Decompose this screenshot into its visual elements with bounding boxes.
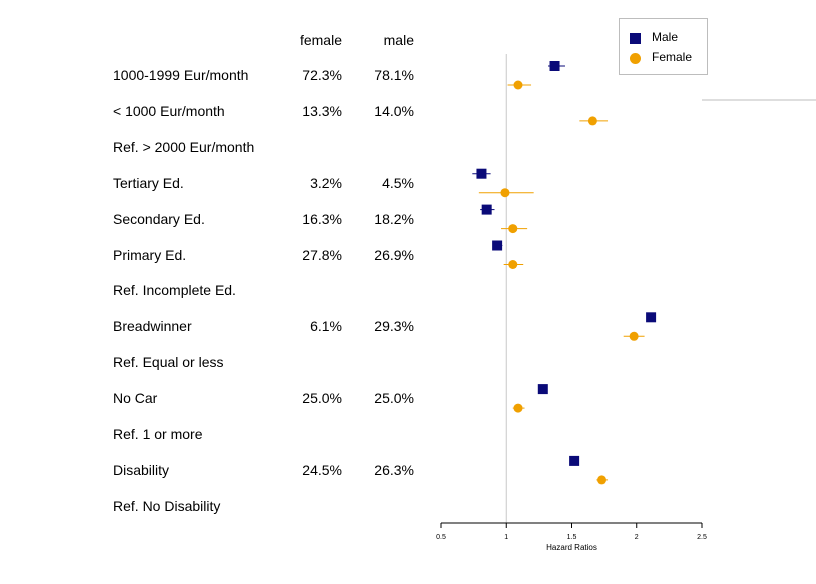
row-label: Ref. Equal or less xyxy=(113,354,224,370)
female-point xyxy=(513,403,523,413)
female-percent: 3.2% xyxy=(310,175,342,191)
female-percent: 16.3% xyxy=(302,211,342,227)
female-percent: 6.1% xyxy=(310,318,342,334)
row-label: Breadwinner xyxy=(113,318,192,334)
male-percent: 18.2% xyxy=(374,211,414,227)
x-tick-label: 2.5 xyxy=(697,534,707,541)
legend-label-male: Male xyxy=(652,30,679,44)
x-tick-label: 2 xyxy=(635,534,639,541)
female-point xyxy=(500,188,510,198)
female-point xyxy=(513,80,523,90)
female-marker-icon xyxy=(630,53,641,64)
female-point xyxy=(587,116,597,126)
male-column-header: male xyxy=(383,32,414,48)
male-point xyxy=(481,204,492,215)
male-point xyxy=(492,240,503,251)
row-label: Ref. > 2000 Eur/month xyxy=(113,139,255,155)
female-point xyxy=(508,224,518,234)
male-marker-icon xyxy=(630,33,641,44)
male-percent: 4.5% xyxy=(382,175,414,191)
row-label: Tertiary Ed. xyxy=(113,175,184,191)
male-percent: 25.0% xyxy=(374,390,414,406)
male-percent: 14.0% xyxy=(374,103,414,119)
male-point xyxy=(537,384,548,395)
x-tick-label: 1 xyxy=(504,534,508,541)
male-percent: 26.3% xyxy=(374,462,414,478)
row-label: Primary Ed. xyxy=(113,247,187,263)
row-label: Ref. Incomplete Ed. xyxy=(113,282,236,298)
female-percent: 25.0% xyxy=(302,390,342,406)
male-percent: 78.1% xyxy=(374,67,414,83)
x-axis-label: Hazard Ratios xyxy=(546,543,597,552)
male-point xyxy=(569,455,580,466)
female-point xyxy=(629,331,639,341)
row-label: Secondary Ed. xyxy=(113,211,205,227)
male-point xyxy=(549,61,560,71)
legend: Male Female xyxy=(619,18,708,75)
female-column-header: female xyxy=(299,32,342,48)
row-label: 1000-1999 Eur/month xyxy=(113,67,249,83)
female-percent: 13.3% xyxy=(302,103,342,119)
row-label: Disability xyxy=(113,462,170,478)
female-percent: 72.3% xyxy=(302,67,342,83)
male-percent: 26.9% xyxy=(374,247,414,263)
legend-label-female: Female xyxy=(652,50,693,64)
row-label: No Car xyxy=(113,390,158,406)
x-tick-label: 0.5 xyxy=(436,534,446,541)
female-point xyxy=(597,475,607,485)
male-point xyxy=(646,312,657,323)
male-percent: 29.3% xyxy=(374,318,414,334)
female-point xyxy=(508,260,518,269)
row-label: < 1000 Eur/month xyxy=(113,103,225,119)
female-percent: 27.8% xyxy=(302,247,342,263)
x-tick-label: 1.5 xyxy=(567,534,577,541)
female-percent: 24.5% xyxy=(302,462,342,478)
row-label: Ref. No Disability xyxy=(113,498,221,514)
row-label: Ref. 1 or more xyxy=(113,426,203,442)
male-point xyxy=(476,168,487,179)
